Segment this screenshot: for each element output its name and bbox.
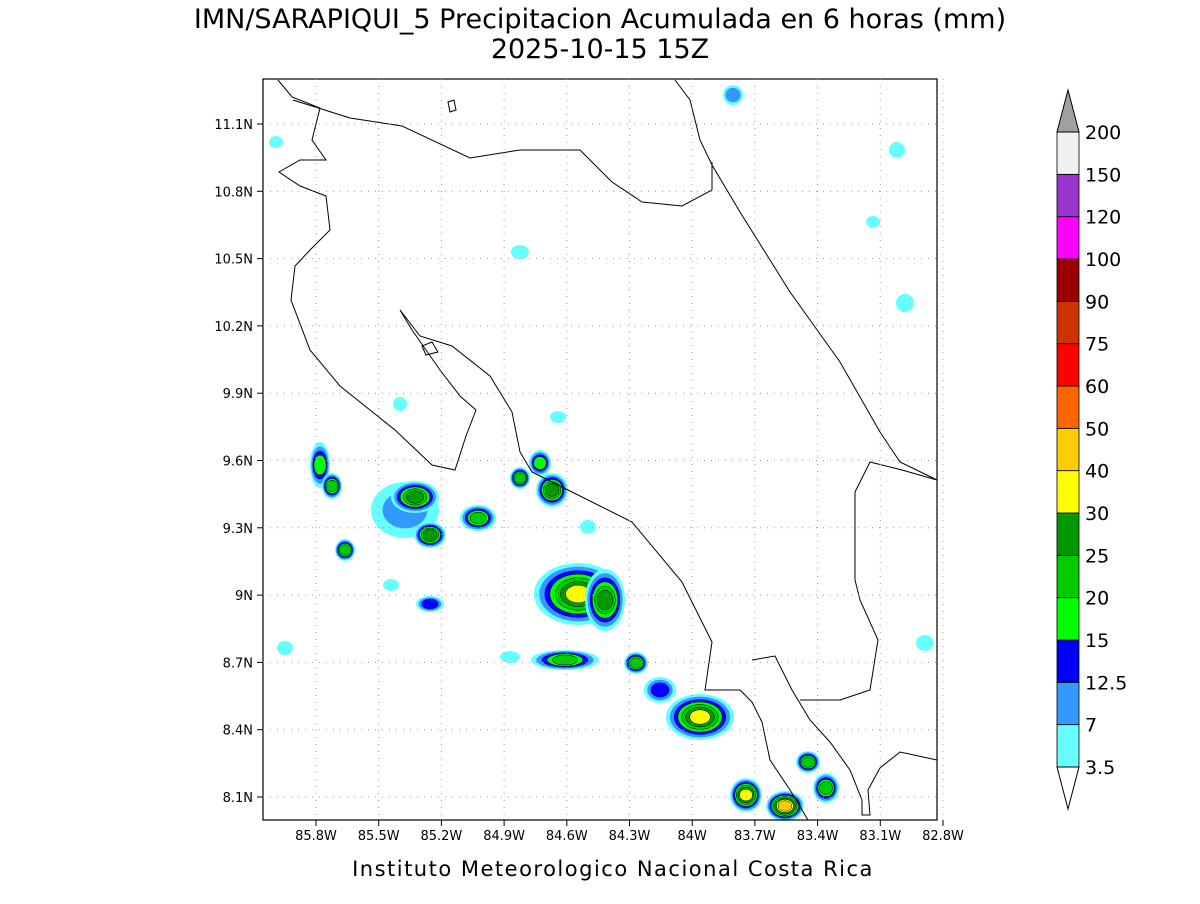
lat-label: 11.1N [214,118,253,133]
footer: Instituto Meteorologico Nacional Costa R… [352,857,874,881]
lon-label: 85.5W [358,829,400,844]
colorbar-label: 50 [1085,418,1109,440]
lat-label: 8.1N [223,791,253,806]
colorbar-label: 15 [1085,630,1109,652]
lat-label: 8.4N [223,724,253,739]
colorbar-label: 120 [1085,207,1121,229]
rain-area [650,682,670,698]
rain-area [916,635,934,651]
rain-area [866,216,880,228]
rain-area [383,579,399,591]
rain-area [777,800,793,812]
lat-label: 10.5N [214,253,253,268]
colorbar-box [1056,216,1080,260]
colorbar-label: 12.5 [1085,672,1127,694]
rain-area [326,479,338,493]
title: IMN/SARAPIQUI_5 Precipitacion Acumulada … [194,4,1006,35]
map-frame [262,78,938,821]
lat-label: 9.3N [223,522,253,537]
rain-area [393,397,407,411]
colorbar-box [1056,300,1080,345]
lat-label: 9.9N [223,387,253,402]
precipitation [269,85,934,821]
colorbar-label: 100 [1085,249,1121,271]
colorbar-box [1056,470,1080,514]
rain-area [421,598,439,610]
lon-label: 84.9W [483,829,525,844]
lat-label: 8.7N [223,656,253,671]
rain-area [580,520,596,534]
lon-label: 84.3W [609,829,651,844]
rain-area [313,454,327,476]
colorbar-label: 25 [1085,545,1109,567]
colorbar-label: 60 [1085,376,1109,398]
colorbar-label: 3.5 [1085,757,1115,779]
colorbar-label: 7 [1085,715,1097,737]
graticule: 11.1N 10.8N 10.5N 10.2N 9.9N 9.6N 9.3N 9N 8.7N 8.… [214,79,964,844]
lon-label: 85.2W [420,829,462,844]
colorbar-over [1056,88,1080,133]
subtitle: 2025-10-15 15Z [491,34,709,65]
rain-area [596,589,614,611]
lon-label: 82.8W [922,829,964,844]
colorbar-label: 30 [1085,503,1109,525]
colorbar-box [1056,512,1080,556]
colorbar-box [1056,639,1080,683]
rain-area [629,657,643,669]
colorbar-label: 200 [1085,122,1121,144]
colorbar-box [1056,258,1080,302]
lon-label: 83.7W [734,829,776,844]
lon-label: 83.1W [859,829,901,844]
colorbar-label: 150 [1085,164,1121,186]
rain-area [801,756,815,768]
rain-area [533,456,547,470]
colorbar-box [1056,597,1080,641]
colorbar-box [1056,385,1080,429]
colorbar-box [1056,173,1080,218]
rain-area [896,294,914,312]
rain-area [689,709,711,725]
lon-label: 85.8W [295,829,337,844]
rain-area [405,490,425,504]
rain-area [339,544,351,556]
rain-area [511,245,529,259]
rain-area [514,472,526,484]
lon-label: 83.4W [797,829,839,844]
colorbar-box [1056,427,1080,472]
colorbar-label: 20 [1085,588,1109,610]
rain-area [725,87,741,103]
rain-area [819,781,833,795]
lat-label: 9.6N [223,455,253,470]
colorbar-box [1056,343,1080,387]
lat-label: 9N [235,589,253,604]
rain-area [739,788,753,802]
rain-area [269,136,283,148]
rain-area [500,651,520,663]
colorbar-box [1056,681,1080,726]
colorbar: 3.5 7 12.5 15 20 25 30 40 50 60 75 90 100 120 150 200 [1056,88,1127,811]
colorbar-box [1056,554,1080,599]
colorbar-label: 75 [1085,334,1109,356]
colorbar-label: 40 [1085,461,1109,483]
rain-area [550,411,566,423]
colorbar-under [1056,766,1080,811]
rain-area [544,483,560,497]
lat-label: 10.8N [214,185,253,200]
lon-label: 84W [677,829,707,844]
lon-label: 84.6W [546,829,588,844]
colorbar-box [1056,131,1080,175]
colorbar-label: 90 [1085,291,1109,313]
rain-area [889,142,905,158]
colorbar-box [1056,724,1080,768]
coastlines [277,79,938,821]
rain-area [277,641,293,655]
lat-label: 10.2N [214,320,253,335]
rain-area [422,529,438,541]
rain-area [552,654,578,666]
rain-area [469,511,487,525]
